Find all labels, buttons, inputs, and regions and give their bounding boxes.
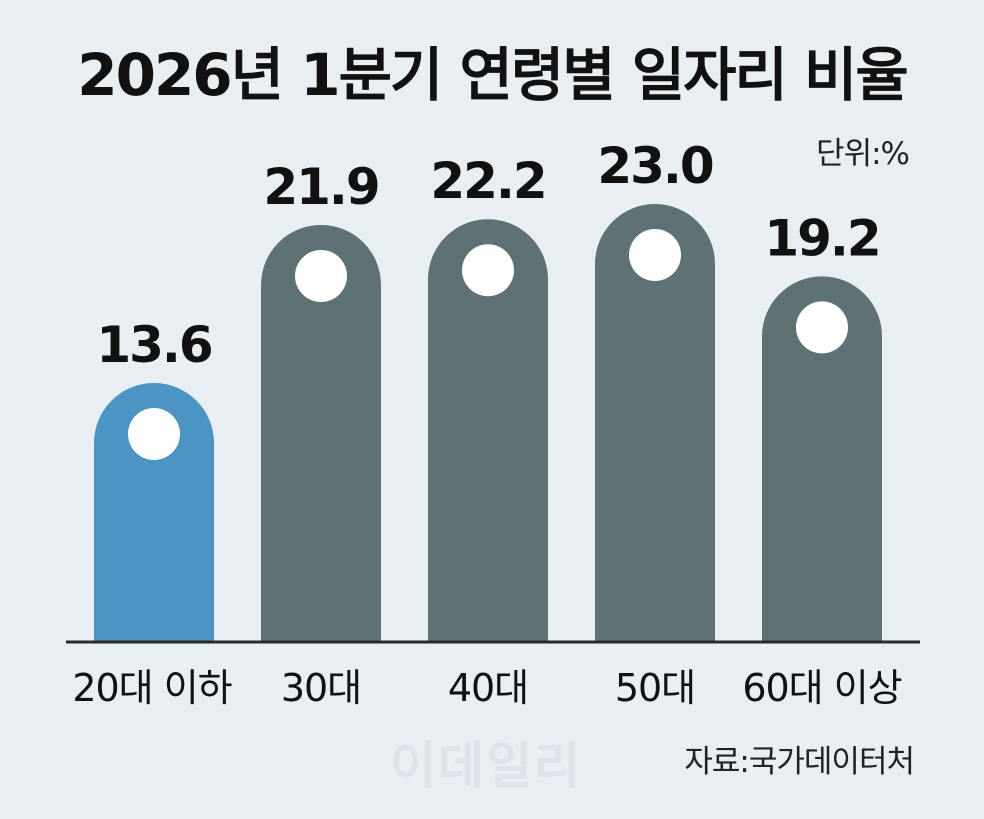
category-label: 60대 이상: [742, 666, 901, 710]
value-label: 22.2: [430, 152, 545, 210]
category-label: 20대 이하: [72, 666, 231, 710]
bar-marker: [629, 229, 681, 281]
bar: [762, 276, 882, 642]
chart-title: 2026년 1분기 연령별 일자리 비율: [77, 41, 909, 109]
bar: [261, 224, 381, 642]
bar: [595, 204, 715, 642]
bar: [94, 383, 214, 642]
unit-label: 단위:%: [816, 136, 910, 172]
bar: [428, 219, 548, 642]
category-label: 30대: [281, 666, 361, 710]
category-label: 40대: [448, 666, 528, 710]
category-label: 50대: [615, 666, 695, 710]
source-label: 자료:국가데이터처: [684, 744, 915, 780]
bar-marker: [128, 408, 180, 461]
value-label: 21.9: [263, 158, 378, 216]
bar-marker: [796, 301, 848, 354]
bar-marker: [462, 244, 514, 297]
value-label: 13.6: [96, 316, 212, 374]
bar-marker: [295, 249, 347, 302]
value-label: 23.0: [597, 137, 713, 195]
value-label: 19.2: [764, 209, 879, 267]
watermark: 이데일리: [390, 737, 582, 795]
